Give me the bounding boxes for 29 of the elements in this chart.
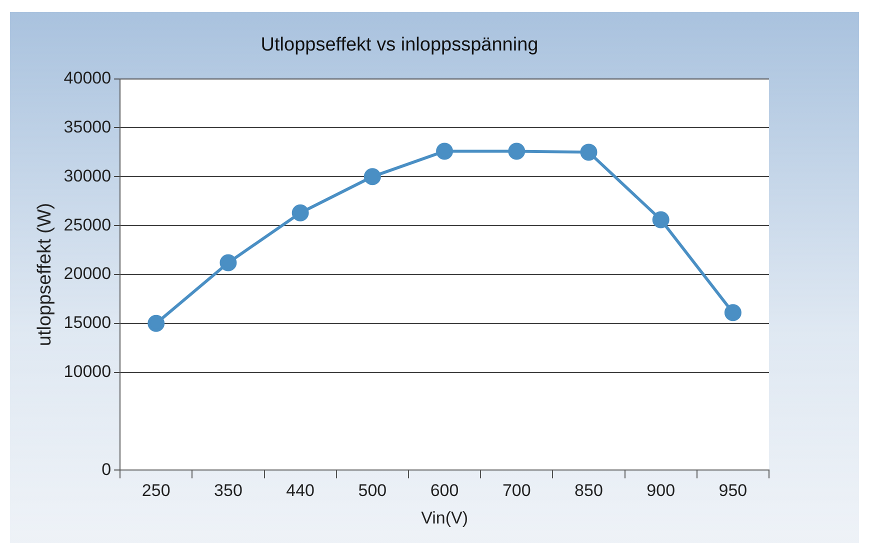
x-tick-label: 950 [718, 481, 748, 500]
y-tick-label: 30000 [64, 166, 112, 186]
point [508, 142, 526, 160]
point [580, 144, 598, 161]
x-tick-label: 250 [142, 481, 170, 500]
y-tick-label: 25000 [64, 215, 112, 234]
point [652, 211, 670, 228]
y-tick-label: 20000 [64, 264, 112, 284]
x-tick-label: 440 [286, 481, 315, 500]
point [148, 314, 165, 332]
x-tick-label: 700 [502, 481, 531, 500]
x-tick-label: 600 [430, 481, 459, 500]
x-tick-label: 350 [214, 481, 242, 500]
y-tick-label: 40000 [64, 68, 112, 88]
x-tick-label: 500 [358, 481, 387, 500]
point [724, 304, 742, 322]
point [292, 204, 309, 222]
y-tick-label: 0 [102, 460, 112, 479]
y-tick-label: 10000 [64, 362, 112, 382]
point [436, 142, 454, 160]
x-tick-label: 850 [574, 481, 603, 500]
y-axis-title: utloppseffekt (W) [34, 202, 56, 346]
y-tick-label: 35000 [64, 117, 112, 136]
point [220, 254, 237, 272]
y-tick-label: 15000 [64, 313, 112, 332]
x-tick-label: 900 [646, 481, 676, 500]
chart-title: Utloppseffekt vs inloppsspänning [260, 34, 538, 56]
x-axis-title: Vin(V) [421, 508, 468, 528]
point [364, 168, 381, 186]
